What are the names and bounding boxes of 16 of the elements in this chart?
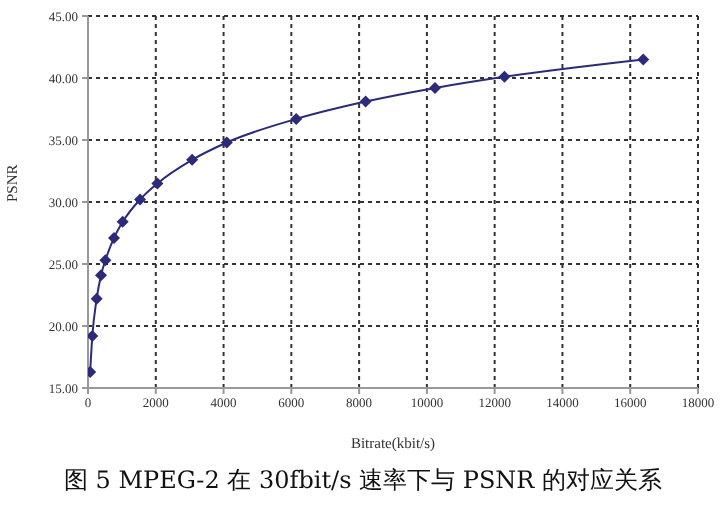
point <box>290 112 303 125</box>
point <box>108 231 121 244</box>
point <box>498 70 511 83</box>
point <box>429 81 442 94</box>
point <box>88 329 99 342</box>
point <box>359 95 372 108</box>
caption: 图 5 MPEG-2 在 30fbit/s 速率下与 PSNR 的对应关系 <box>61 464 665 498</box>
point <box>186 153 199 166</box>
point <box>116 215 129 228</box>
point <box>637 53 650 66</box>
point <box>99 254 112 267</box>
point <box>134 193 147 206</box>
point <box>151 177 164 190</box>
point <box>95 269 108 282</box>
point <box>220 136 233 149</box>
point <box>90 292 103 305</box>
